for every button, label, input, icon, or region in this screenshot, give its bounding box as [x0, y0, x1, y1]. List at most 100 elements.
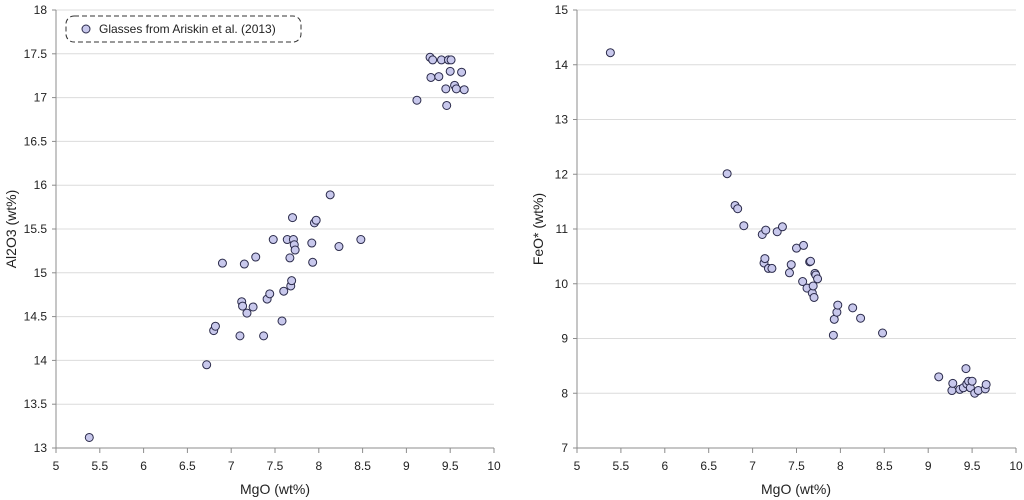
data-point	[259, 331, 269, 341]
data-point	[767, 263, 777, 273]
data-point	[426, 72, 436, 82]
data-point	[813, 274, 823, 284]
data-point	[451, 84, 461, 94]
x-tick-label: 8.5	[876, 459, 893, 473]
data-point	[441, 84, 451, 94]
x-tick-label: 7.5	[267, 459, 284, 473]
y-axis-title: Al2O3 (wt%)	[3, 190, 19, 269]
x-tick-label: 9	[925, 459, 932, 473]
x-tick-label: 9	[403, 459, 410, 473]
data-point	[934, 372, 944, 382]
data-point	[848, 303, 858, 313]
data-point	[833, 300, 843, 310]
data-point	[428, 55, 438, 65]
x-tick-label: 6	[661, 459, 668, 473]
y-tick-label: 14	[34, 353, 48, 367]
y-tick-label: 17	[34, 91, 48, 105]
data-point	[442, 100, 452, 110]
x-tick-label: 9.5	[964, 459, 981, 473]
data-point	[242, 308, 252, 318]
data-point	[279, 286, 289, 296]
x-tick-label: 9.5	[442, 459, 459, 473]
data-point	[784, 268, 794, 278]
data-point	[798, 277, 808, 287]
y-tick-label: 7	[561, 441, 568, 455]
data-point	[288, 213, 298, 223]
data-point	[722, 169, 732, 179]
data-point	[967, 376, 977, 386]
data-point	[251, 252, 261, 262]
x-axis-title: MgO (wt%)	[240, 481, 310, 497]
data-point	[202, 360, 212, 370]
legend: Glasses from Ariskin et al. (2013)	[65, 15, 302, 43]
y-tick-label: 13.5	[24, 397, 48, 411]
y-tick-label: 16	[34, 178, 48, 192]
feo-vs-mgo-chart: 7 8 9 10 11 12 13 14 15 5 5.5 6 6.5 7 7.5 8 8.5 9 9.5 10 MgO…	[530, 3, 1023, 497]
data-point	[777, 222, 787, 232]
data-point	[238, 301, 248, 311]
data-point	[235, 331, 245, 341]
data-point	[239, 259, 249, 269]
data-point	[808, 281, 818, 291]
data-point	[325, 190, 335, 200]
y-tick-label: 17.5	[24, 47, 48, 61]
data-point	[828, 330, 838, 340]
legend-marker	[81, 24, 91, 34]
legend-box	[65, 15, 302, 43]
data-point	[806, 256, 816, 266]
data-point	[760, 254, 770, 264]
x-tick-label: 8	[315, 459, 322, 473]
y-tick-label: 18	[34, 3, 48, 17]
data-point	[287, 276, 297, 286]
x-tick-label: 6	[140, 459, 147, 473]
y-tick-label: 13	[555, 113, 569, 127]
data-point	[356, 235, 366, 245]
x-tick-label: 8.5	[354, 459, 371, 473]
y-tick-label: 15.5	[24, 222, 48, 236]
data-point	[459, 85, 469, 95]
data-point	[268, 235, 278, 245]
data-point	[981, 379, 991, 389]
y-tick-label: 11	[556, 222, 569, 236]
data-point	[761, 225, 771, 235]
x-tick-label: 7	[749, 459, 756, 473]
y-tick-label: 15	[555, 3, 569, 17]
data-point	[605, 48, 615, 58]
data-point	[248, 302, 258, 312]
data-point	[210, 321, 220, 331]
x-tick-label: 7	[228, 459, 235, 473]
y-tick-label: 14.5	[24, 310, 48, 324]
y-tick-label: 14	[555, 58, 569, 72]
x-tick-label: 10	[1009, 459, 1023, 473]
x-tick-label: 5	[53, 459, 60, 473]
x-tick-label: 8	[837, 459, 844, 473]
data-point	[739, 221, 749, 231]
data-point	[733, 204, 743, 214]
data-point	[434, 72, 444, 82]
data-point	[446, 55, 456, 65]
data-point	[948, 378, 958, 388]
data-point	[786, 260, 796, 270]
data-point	[308, 257, 318, 267]
x-tick-label: 5	[574, 459, 581, 473]
data-point	[809, 292, 819, 302]
y-tick-label: 10	[555, 277, 569, 291]
data-point	[290, 245, 300, 255]
al2o3-vs-mgo-chart: 13 13.5 14 14.5 15 15.5 16 16.5 17 17.5 18 5 5.5 6 6.5…	[3, 3, 501, 497]
y-axis-title: FeO* (wt%)	[530, 193, 546, 265]
y-tick-label: 15	[34, 266, 48, 280]
data-point	[84, 432, 94, 442]
x-tick-label: 6.5	[179, 459, 196, 473]
y-tick-label: 8	[561, 386, 568, 400]
x-tick-label: 7.5	[788, 459, 805, 473]
legend-label: Glasses from Ariskin et al. (2013)	[99, 22, 276, 36]
x-tick-label: 10	[487, 459, 501, 473]
data-point	[961, 364, 971, 374]
data-point	[277, 316, 287, 326]
y-tick-label: 13	[34, 441, 48, 455]
x-tick-label: 6.5	[700, 459, 717, 473]
x-tick-label: 5.5	[613, 459, 630, 473]
data-point	[457, 67, 467, 77]
data-point	[217, 258, 227, 268]
